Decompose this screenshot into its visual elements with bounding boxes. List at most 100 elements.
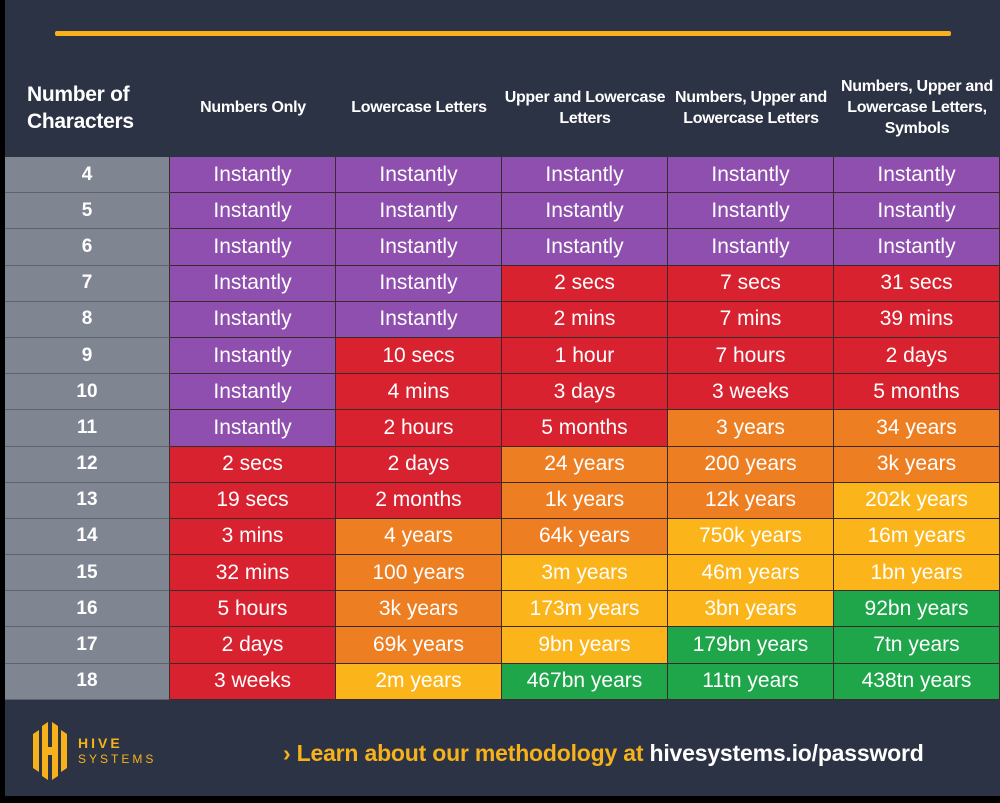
time-cell: 9bn years	[502, 627, 668, 664]
time-cell: 34 years	[834, 410, 1000, 447]
time-cell: 2 secs	[502, 265, 668, 302]
time-cell: 3 weeks	[170, 663, 336, 700]
time-cell: 4 mins	[336, 374, 502, 411]
time-cell: 12k years	[668, 482, 834, 519]
time-cell: 467bn years	[502, 663, 668, 700]
time-cell: 3 weeks	[668, 374, 834, 411]
time-cell: 438tn years	[834, 663, 1000, 700]
time-cell: 2 secs	[170, 446, 336, 483]
time-cell: 2 days	[170, 627, 336, 664]
time-cell: 4 years	[336, 518, 502, 556]
time-cell: Instantly	[336, 301, 502, 338]
time-cell: 750k years	[668, 518, 834, 556]
time-cell: 69k years	[336, 627, 502, 664]
time-cell: 5 hours	[170, 591, 336, 628]
time-cell: Instantly	[668, 229, 834, 266]
time-cell: 3k years	[834, 446, 1000, 483]
logo-text-systems: SYSTEMS	[78, 752, 157, 766]
time-cell: 46m years	[668, 555, 834, 592]
time-cell: 202k years	[834, 482, 1000, 519]
time-cell: Instantly	[170, 265, 336, 302]
time-cell: 2 days	[834, 337, 1000, 375]
time-cell: Instantly	[668, 157, 834, 194]
header-all-symbols: Numbers, Upper and Lowercase Letters, Sy…	[841, 78, 993, 137]
time-cell: 2 months	[336, 482, 502, 519]
row-length-cell: 11	[5, 410, 170, 447]
time-cell: 5 months	[834, 374, 1000, 411]
methodology-link[interactable]: › Learn about our methodology at hivesys…	[283, 740, 924, 767]
time-cell: 3bn years	[668, 591, 834, 628]
time-cell: 3 days	[502, 374, 668, 411]
logo-text-hive: HIVE	[78, 735, 123, 751]
row-length-cell: 17	[5, 627, 170, 664]
time-cell: 3 mins	[170, 518, 336, 556]
row-length-cell: 8	[5, 301, 170, 338]
time-cell: Instantly	[502, 229, 668, 266]
accent-rule	[55, 31, 951, 36]
time-cell: Instantly	[170, 301, 336, 338]
header-numbers-upper-lower: Numbers, Upper and Lowercase Letters	[675, 88, 827, 127]
time-cell: Instantly	[170, 374, 336, 411]
header-lowercase: Lowercase Letters	[351, 99, 487, 116]
table-header: Number of Characters Numbers Only Lowerc…	[5, 58, 1000, 157]
time-cell: 1 hour	[502, 337, 668, 375]
time-cell: 2 days	[336, 446, 502, 483]
header-upper-lower: Upper and Lowercase Letters	[504, 88, 666, 127]
time-cell: Instantly	[668, 193, 834, 230]
time-cell: Instantly	[834, 193, 1000, 230]
time-cell: 173m years	[502, 591, 668, 628]
time-cell: 3k years	[336, 591, 502, 628]
time-cell: 24 years	[502, 446, 668, 483]
time-cell: 31 secs	[834, 265, 1000, 302]
time-cell: 7tn years	[834, 627, 1000, 664]
time-cell: 200 years	[668, 446, 834, 483]
time-cell: Instantly	[336, 157, 502, 194]
time-cell: 7 mins	[668, 301, 834, 338]
time-cell: 100 years	[336, 555, 502, 592]
time-cell: 2 hours	[336, 410, 502, 447]
time-cell: 3m years	[502, 555, 668, 592]
time-cell: 64k years	[502, 518, 668, 556]
time-cell: 19 secs	[170, 482, 336, 519]
time-cell: Instantly	[336, 229, 502, 266]
time-cell: 11tn years	[668, 663, 834, 700]
row-length-cell: 9	[5, 337, 170, 375]
row-length-cell: 18	[5, 663, 170, 700]
time-cell: 1k years	[502, 482, 668, 519]
time-cell: 10 secs	[336, 337, 502, 375]
time-cell: Instantly	[170, 229, 336, 266]
time-cell: Instantly	[336, 193, 502, 230]
time-cell: 3 years	[668, 410, 834, 447]
header-numbers-only: Numbers Only	[200, 99, 306, 116]
time-cell: Instantly	[170, 193, 336, 230]
row-length-cell: 14	[5, 518, 170, 556]
row-length-cell: 10	[5, 374, 170, 411]
time-cell: 16m years	[834, 518, 1000, 556]
header-number-of-characters: Number of Characters	[27, 82, 134, 133]
time-cell: Instantly	[502, 193, 668, 230]
time-cell: Instantly	[834, 229, 1000, 266]
time-cell: 5 months	[502, 410, 668, 447]
time-cell: 2 mins	[502, 301, 668, 338]
row-length-cell: 6	[5, 229, 170, 266]
time-cell: 92bn years	[834, 591, 1000, 628]
cta-url[interactable]: hivesystems.io/password	[649, 740, 924, 766]
row-length-cell: 13	[5, 482, 170, 519]
time-cell: Instantly	[502, 157, 668, 194]
cta-text: › Learn about our methodology at	[283, 740, 650, 766]
row-length-cell: 16	[5, 591, 170, 628]
hive-systems-logo: HIVE SYSTEMS	[30, 720, 156, 782]
hive-hexagon-icon	[33, 722, 67, 780]
password-table: 4 Instantly Instantly Instantly Instantly Ins…	[5, 157, 1000, 700]
time-cell: 7 secs	[668, 265, 834, 302]
time-cell: 7 hours	[668, 337, 834, 375]
row-length-cell: 7	[5, 265, 170, 302]
time-cell: 39 mins	[834, 301, 1000, 338]
time-cell: Instantly	[170, 337, 336, 375]
row-length-cell: 4	[5, 157, 170, 194]
row-length-cell: 15	[5, 555, 170, 592]
time-cell: 179bn years	[668, 627, 834, 664]
time-cell: Instantly	[834, 157, 1000, 194]
time-cell: 1bn years	[834, 555, 1000, 592]
row-length-cell: 5	[5, 193, 170, 230]
